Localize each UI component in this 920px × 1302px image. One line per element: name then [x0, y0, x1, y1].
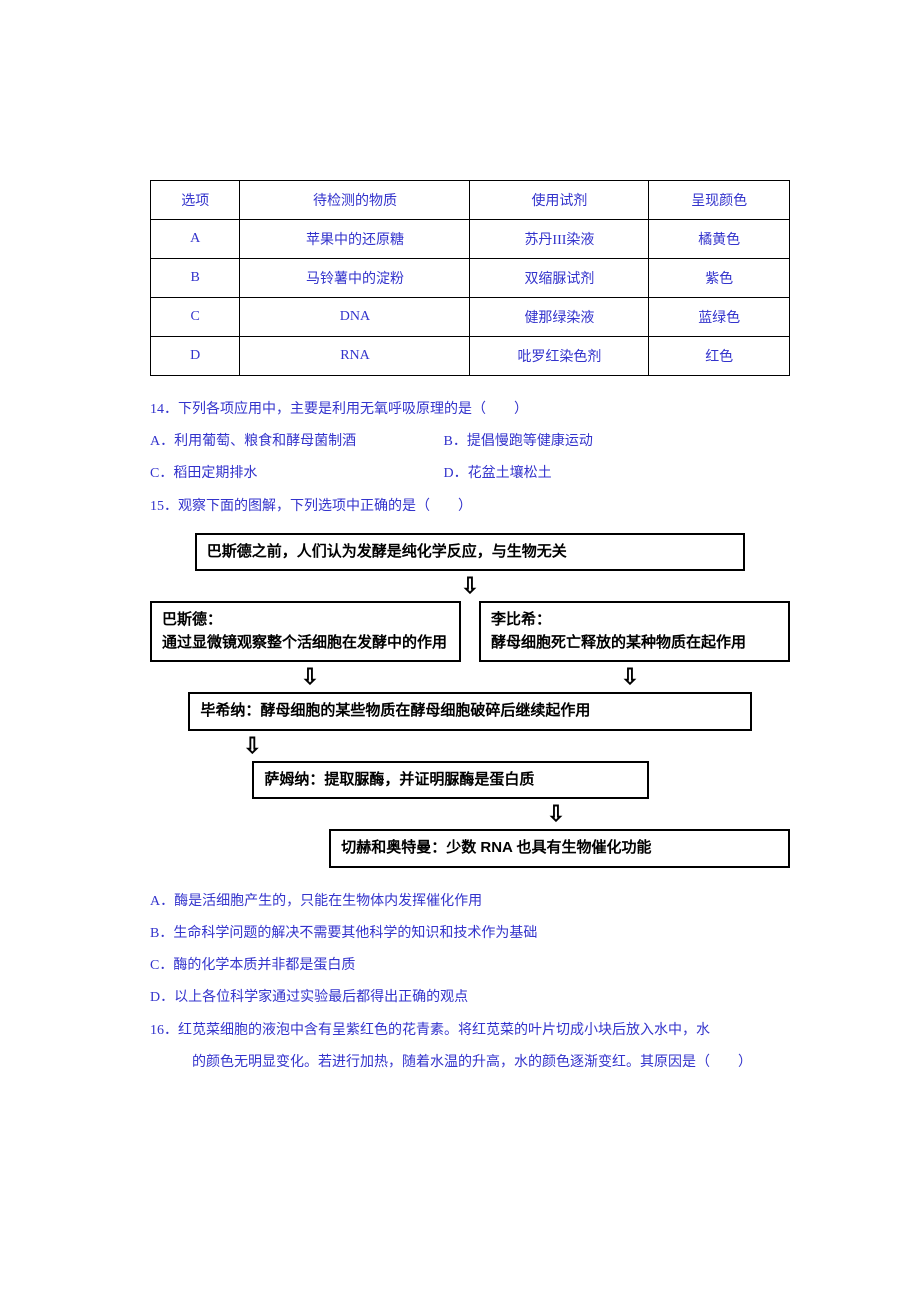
arrow-icon: ⇩	[150, 731, 355, 761]
flow-box-pasteur: 巴斯德： 通过显微镜观察整个活细胞在发酵中的作用	[150, 601, 461, 662]
cell: 紫色	[649, 259, 790, 298]
q16-line2: 的颜色无明显变化。若进行加热，随着水温的升高，水的颜色逐渐变红。其原因是（ ）	[150, 1047, 790, 1079]
q16-line1: 16．红苋菜细胞的液泡中含有呈紫红色的花青素。将红苋菜的叶片切成小块后放入水中，…	[150, 1015, 790, 1047]
cell: C	[151, 298, 240, 337]
flow-pasteur-title: 巴斯德：	[162, 609, 449, 632]
q14-option-d: D．花盆土壤松土	[444, 458, 552, 490]
q14-option-a: A．利用葡萄、粮食和酵母菌制酒	[150, 426, 440, 458]
q14-option-c: C．稻田定期排水	[150, 458, 440, 490]
reagent-table: 选项 待检测的物质 使用试剂 呈现颜色 A 苹果中的还原糖 苏丹III染液 橘黄…	[150, 180, 790, 376]
enzyme-history-flowchart: 巴斯德之前，人们认为发酵是纯化学反应，与生物无关 ⇩ 巴斯德： 通过显微镜观察整…	[150, 533, 790, 868]
table-row: D RNA 吡罗红染色剂 红色	[151, 337, 790, 376]
q15-option-b: B．生命科学问题的解决不需要其他科学的知识和技术作为基础	[150, 918, 790, 950]
cell: 苹果中的还原糖	[240, 220, 470, 259]
cell: 健那绿染液	[470, 298, 649, 337]
arrow-icon: ⇩	[621, 662, 639, 692]
q15-option-c: C．酶的化学本质并非都是蛋白质	[150, 950, 790, 982]
cell: 蓝绿色	[649, 298, 790, 337]
arrow-icon: ⇩	[547, 799, 565, 829]
flow-pasteur-body: 通过显微镜观察整个活细胞在发酵中的作用	[162, 632, 449, 655]
flow-box-liebig: 李比希： 酵母细胞死亡释放的某种物质在起作用	[479, 601, 790, 662]
cell: 红色	[649, 337, 790, 376]
cell: DNA	[240, 298, 470, 337]
flow-box-top: 巴斯德之前，人们认为发酵是纯化学反应，与生物无关	[195, 533, 745, 572]
q14-option-b: B．提倡慢跑等健康运动	[444, 426, 593, 458]
q14-options-row1: A．利用葡萄、粮食和酵母菌制酒 B．提倡慢跑等健康运动	[150, 426, 790, 458]
q14-stem: 14．下列各项应用中，主要是利用无氧呼吸原理的是（ ）	[150, 394, 790, 426]
flow-box-cech-altman: 切赫和奥特曼：少数 RNA 也具有生物催化功能	[329, 829, 790, 868]
flow-box-buchner: 毕希纳：酵母细胞的某些物质在酵母细胞破碎后继续起作用	[188, 692, 751, 731]
q15-stem: 15．观察下面的图解，下列选项中正确的是（ ）	[150, 491, 790, 523]
flow-liebig-title: 李比希：	[491, 609, 778, 632]
q14-options-row2: C．稻田定期排水 D．花盆土壤松土	[150, 458, 790, 490]
th-reagent: 使用试剂	[470, 181, 649, 220]
arrow-icon: ⇩	[150, 571, 790, 601]
table-row: B 马铃薯中的淀粉 双缩脲试剂 紫色	[151, 259, 790, 298]
cell: 橘黄色	[649, 220, 790, 259]
cell: 马铃薯中的淀粉	[240, 259, 470, 298]
q15-option-a: A．酶是活细胞产生的，只能在生物体内发挥催化作用	[150, 886, 790, 918]
arrow-icon: ⇩	[301, 662, 319, 692]
flow-box-sumner: 萨姆纳：提取脲酶，并证明脲酶是蛋白质	[252, 761, 649, 800]
cell: A	[151, 220, 240, 259]
th-option: 选项	[151, 181, 240, 220]
cell: 双缩脲试剂	[470, 259, 649, 298]
cell: D	[151, 337, 240, 376]
cell: B	[151, 259, 240, 298]
flow-liebig-body: 酵母细胞死亡释放的某种物质在起作用	[491, 632, 778, 655]
table-header-row: 选项 待检测的物质 使用试剂 呈现颜色	[151, 181, 790, 220]
q15-option-d: D．以上各位科学家通过实验最后都得出正确的观点	[150, 982, 790, 1014]
th-color: 呈现颜色	[649, 181, 790, 220]
cell: 苏丹III染液	[470, 220, 649, 259]
th-substance: 待检测的物质	[240, 181, 470, 220]
table-row: C DNA 健那绿染液 蓝绿色	[151, 298, 790, 337]
table-row: A 苹果中的还原糖 苏丹III染液 橘黄色	[151, 220, 790, 259]
cell: RNA	[240, 337, 470, 376]
cell: 吡罗红染色剂	[470, 337, 649, 376]
